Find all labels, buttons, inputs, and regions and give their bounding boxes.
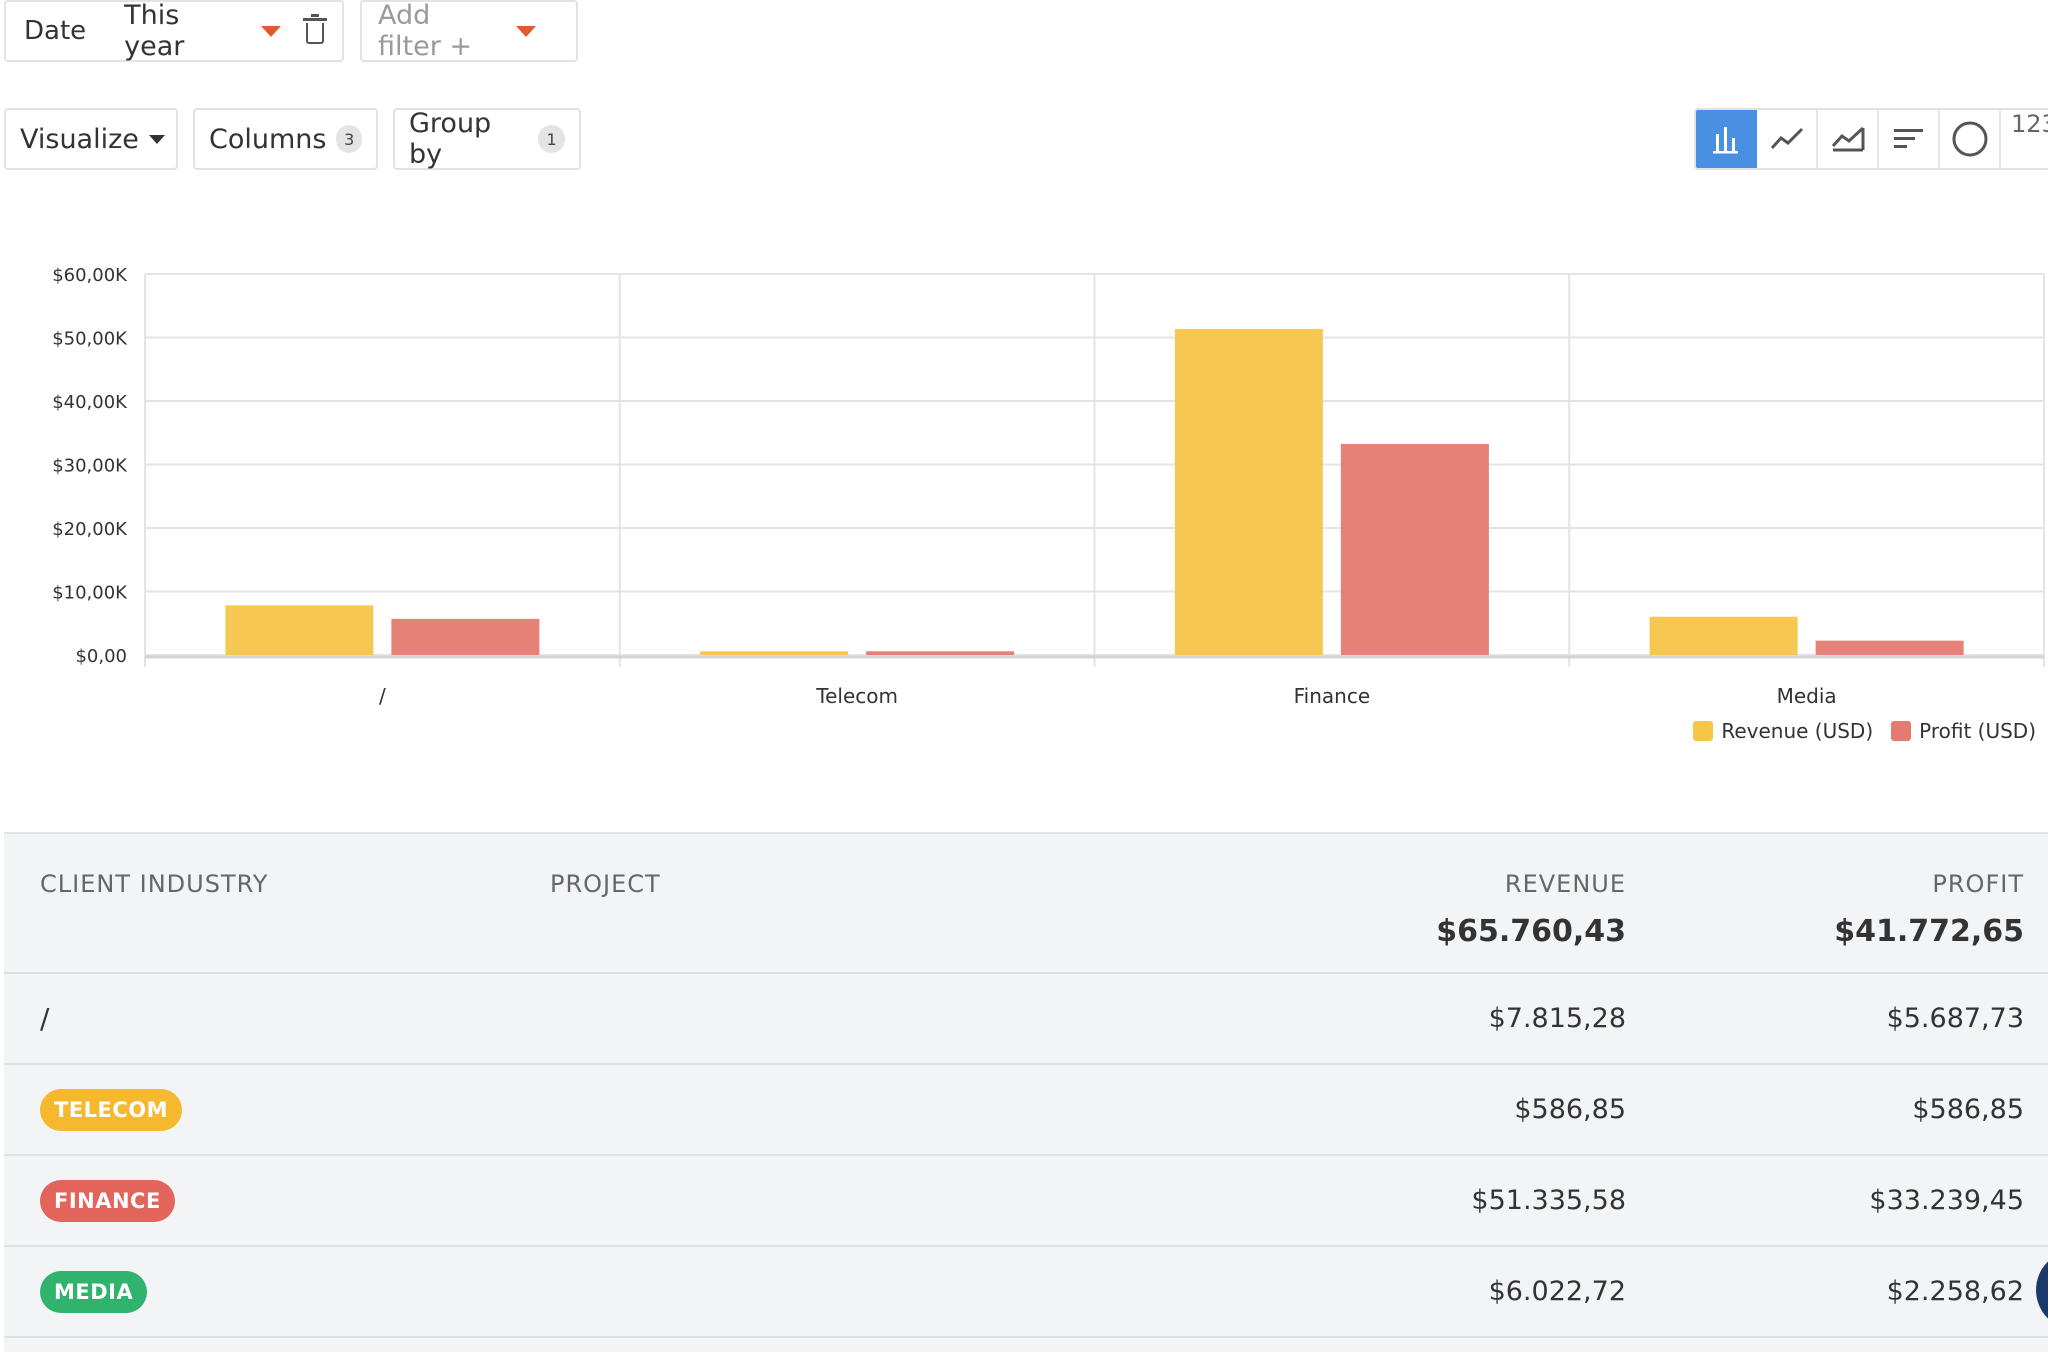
columns-label: Columns (209, 123, 327, 155)
data-table: CLIENT INDUSTRY PROJECT REVENUE PROFIT $… (4, 832, 2048, 1352)
bar-profit-0[interactable] (391, 618, 540, 655)
industry-tag: TELECOM (40, 1088, 183, 1131)
pie-chart-icon (1952, 121, 1987, 157)
bar-profit-2[interactable] (1340, 443, 1489, 655)
y-tick-label: $0,00 (75, 646, 127, 667)
legend-label: Revenue (USD) (1721, 719, 1874, 743)
cell-profit: $33.239,45 (1869, 1185, 2024, 1216)
line-chart-icon (1770, 127, 1803, 150)
header-profit[interactable]: PROFIT (1932, 870, 2024, 898)
vis-horizontal-bar-button[interactable] (1879, 110, 1940, 168)
cell-profit: $586,85 (1912, 1094, 2024, 1125)
x-tick-label: Media (1777, 684, 1837, 708)
cell-profit: $2.258,62 (1886, 1276, 2024, 1307)
group-by-button[interactable]: Group by 1 (393, 108, 581, 170)
y-tick-label: $50,00K (52, 329, 128, 350)
total-revenue: $65.760,43 (1436, 914, 1626, 949)
columns-button[interactable]: Columns 3 (193, 108, 378, 170)
bar-revenue-3[interactable] (1649, 616, 1798, 655)
vis-line-chart-button[interactable] (1757, 110, 1818, 168)
area-chart-icon (1831, 126, 1864, 152)
table-row[interactable]: / $7.815,28 $5.687,73 (4, 974, 2048, 1065)
header-revenue[interactable]: REVENUE (1504, 870, 1626, 898)
table-row[interactable]: TELECOM $586,85 $586,85 (4, 1065, 2048, 1156)
table-header: CLIENT INDUSTRY PROJECT REVENUE PROFIT $… (4, 834, 2048, 974)
header-client-industry[interactable]: CLIENT INDUSTRY (40, 870, 269, 898)
table-row[interactable]: FINANCE $51.335,58 $33.239,45 (4, 1156, 2048, 1247)
y-tick-label: $40,00K (52, 392, 128, 413)
date-filter-label: Date (24, 16, 87, 46)
industry-tag: FINANCE (40, 1179, 175, 1222)
cell-client-industry: / (40, 1002, 50, 1035)
cell-client-industry: FINANCE (40, 1156, 175, 1245)
legend-swatch (1891, 721, 1912, 741)
chevron-down-icon (148, 134, 165, 144)
cell-revenue: $7.815,28 (1488, 1003, 1626, 1034)
vis-pie-chart-button[interactable] (1940, 110, 2001, 168)
cell-revenue: $586,85 (1514, 1094, 1626, 1125)
chart-legend: Revenue (USD) Profit (USD) (1693, 719, 2036, 743)
vis-area-chart-button[interactable] (1818, 110, 1879, 168)
industry-tag: MEDIA (40, 1270, 148, 1313)
y-tick-label: $30,00K (52, 456, 128, 477)
y-tick-label: $20,00K (52, 519, 128, 540)
visualize-label: Visualize (20, 123, 139, 155)
group-by-label: Group by (409, 108, 492, 170)
legend-label: Profit (USD) (1919, 719, 2036, 743)
date-filter[interactable]: Date This year (4, 0, 344, 62)
cell-revenue: $6.022,72 (1488, 1276, 1626, 1307)
x-tick-label: Telecom (815, 684, 898, 708)
total-profit: $41.772,65 (1834, 914, 2024, 949)
bar-chart: $0,00 $10,00K $20,00K $30,00K $40,00K $50,00K… (52, 265, 2045, 708)
bar-profit-3[interactable] (1815, 640, 1964, 655)
vis-bar-chart-button[interactable] (1696, 110, 1757, 168)
legend-swatch (1693, 721, 1714, 741)
bar-profit-1[interactable] (866, 651, 1015, 655)
vis-number-button[interactable]: 123 (2011, 110, 2048, 138)
bar-chart-icon (1712, 127, 1738, 154)
chevron-down-icon[interactable] (261, 25, 282, 37)
add-filter-label: Add filter + (378, 0, 473, 62)
date-filter-value[interactable]: This year (124, 0, 185, 62)
add-filter-button[interactable]: Add filter + (360, 0, 578, 62)
trash-icon[interactable] (303, 14, 328, 44)
x-tick-label: / (379, 684, 386, 708)
visualize-button[interactable]: Visualize (4, 108, 178, 170)
legend-item[interactable]: Revenue (USD) (1693, 719, 1873, 743)
horizontal-bar-icon (1893, 129, 1923, 148)
table-row[interactable]: MEDIA $6.022,72 $2.258,62 (4, 1247, 2048, 1338)
cell-client-industry: TELECOM (40, 1065, 183, 1154)
group-by-count-badge: 1 (538, 125, 565, 153)
x-tick-label: Finance (1294, 684, 1371, 708)
bar-revenue-2[interactable] (1174, 329, 1323, 655)
cell-profit: $5.687,73 (1886, 1003, 2024, 1034)
bar-revenue-0[interactable] (225, 605, 374, 655)
y-tick-label: $10,00K (52, 583, 128, 604)
bar-revenue-1[interactable] (700, 651, 849, 655)
visualization-type-switcher: 123 (1694, 108, 2048, 170)
chevron-down-icon (516, 25, 536, 37)
columns-count-badge: 3 (336, 125, 362, 153)
cell-client-industry: MEDIA (40, 1247, 148, 1336)
y-tick-label: $60,00K (52, 265, 128, 286)
cell-revenue: $51.335,58 (1471, 1185, 1626, 1216)
header-project[interactable]: PROJECT (550, 870, 661, 898)
legend-item[interactable]: Profit (USD) (1891, 719, 2036, 743)
